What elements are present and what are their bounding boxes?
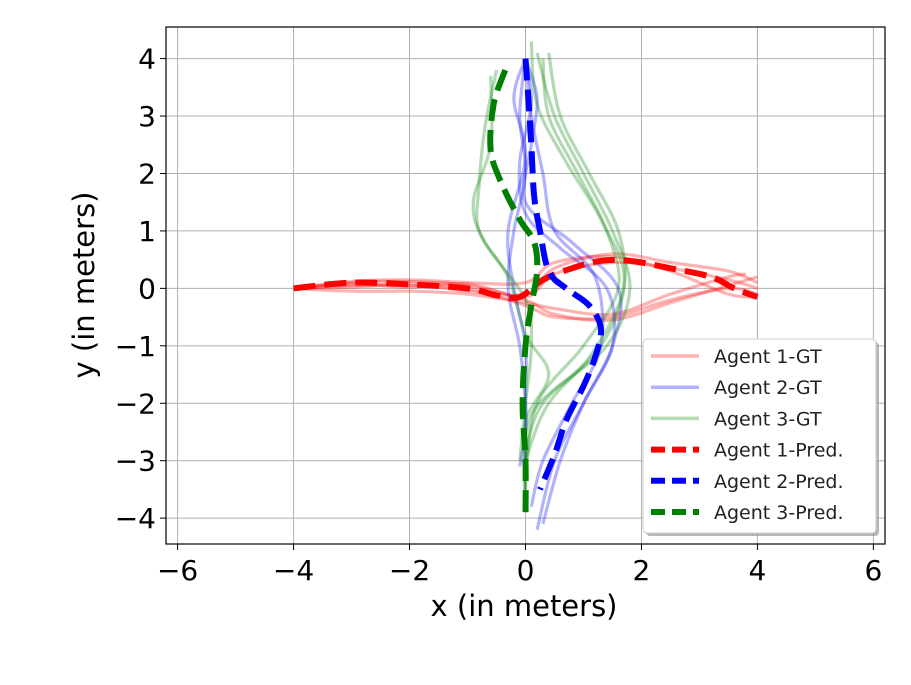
agent-2-pred-trajectory xyxy=(522,58,605,491)
y-axis-title: y (in meters) xyxy=(67,192,101,379)
agent-3-gt-trajectory xyxy=(523,41,626,490)
agent-2-gt-trajectory xyxy=(506,58,528,461)
agent-3-gt-trajectory xyxy=(522,52,632,507)
agent-1-gt-trajectory xyxy=(293,254,758,299)
y-tick-label: 1 xyxy=(138,215,156,248)
y-tick-label: −2 xyxy=(115,387,156,420)
y-tick-label: −4 xyxy=(115,502,156,535)
x-tick-label: −2 xyxy=(389,554,430,587)
agent-3-pred-trajectory xyxy=(487,69,541,519)
x-tick-label: 2 xyxy=(633,554,651,587)
agent-2-gt-trajectory xyxy=(521,58,623,530)
x-tick-label: 0 xyxy=(517,554,535,587)
y-tick-label: 3 xyxy=(138,100,156,133)
legend-label: Agent 2-GT xyxy=(714,377,822,399)
legend-box xyxy=(642,338,877,534)
agent-1-gt-trajectory xyxy=(293,275,758,323)
agent-3-gt-trajectory xyxy=(524,52,627,462)
agent-3-gt-trajectory xyxy=(523,58,621,479)
legend-label: Agent 3-GT xyxy=(714,408,822,430)
x-tick-label: 6 xyxy=(864,554,882,587)
legend: Agent 1-GT Agent 2-GT Agent 3-GT Agent 1-Pr… xyxy=(642,338,879,536)
legend-label: Agent 1-GT xyxy=(714,346,822,368)
x-tick-label: 4 xyxy=(749,554,767,587)
legend-label: Agent 3-Pred. xyxy=(714,502,844,524)
series-layer xyxy=(293,41,759,530)
x-tick-label: −6 xyxy=(157,554,198,587)
legend-label: Agent 1-Pred. xyxy=(714,440,844,462)
agent-2-gt-trajectory xyxy=(523,58,605,508)
y-tick-label: 2 xyxy=(138,157,156,190)
agent-1-gt-trajectory xyxy=(293,283,758,321)
x-tick-label: −4 xyxy=(273,554,314,587)
agent-1-gt-trajectory xyxy=(293,272,747,317)
agent-2-gt-trajectory xyxy=(506,58,528,467)
agent-2-gt-trajectory xyxy=(517,58,617,525)
tick-marks xyxy=(160,58,874,550)
y-tick-label: −1 xyxy=(115,330,156,363)
legend-label: Agent 2-Pred. xyxy=(714,471,844,493)
y-tick-label: 0 xyxy=(138,272,156,305)
y-tick-label: 4 xyxy=(138,43,156,76)
x-axis-title: x (in meters) xyxy=(431,589,618,623)
y-tick-label: −3 xyxy=(115,445,156,478)
